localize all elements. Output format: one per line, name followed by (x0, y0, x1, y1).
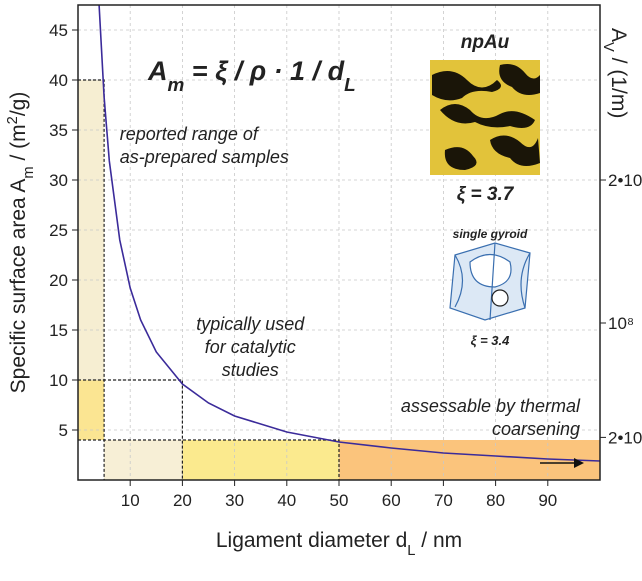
x-tick-label: 20 (173, 491, 192, 510)
y-tick-label: 40 (49, 71, 68, 90)
annotation-line: assessable by thermal (401, 396, 581, 416)
guide-line (78, 439, 340, 480)
inset-label: npAu (461, 32, 510, 53)
text-part: L (344, 75, 356, 96)
text-part: = ξ / ρ · 1 / d (184, 56, 344, 86)
guides (78, 79, 340, 480)
x-tick-label: 60 (382, 491, 401, 510)
text-part: / nm (415, 529, 462, 552)
x-tick-label: 40 (277, 491, 296, 510)
text-part: 2 (5, 116, 21, 124)
y2-tick-label: 10⁸ (608, 314, 634, 333)
curve (98, 5, 600, 462)
formula: Am = ξ / ρ · 1 / dL (147, 56, 356, 96)
text-part: L (407, 543, 415, 559)
arrow (540, 458, 584, 468)
series (98, 5, 600, 462)
annotation: reported range of as-prepared samples (120, 124, 289, 167)
annotation: assessable by thermal coarsening (401, 396, 581, 439)
y-tick-label: 5 (59, 421, 68, 440)
annotation-line: typically used (196, 314, 305, 334)
guide-line (78, 79, 105, 480)
annotation-line: reported range of (120, 124, 260, 144)
y2-axis-label: AV / (1/m) (600, 28, 630, 118)
texts: 10 20 30 40 50 60 70 80 90 5 10 15 20 25 30 35 40 45 2•10⁸… (5, 21, 642, 559)
text-part: m (168, 75, 185, 96)
x-tick-label: 90 (538, 491, 557, 510)
y-axis-label: Specific surface area Am / (m2/g) (5, 92, 37, 394)
y-tick-label: 45 (49, 21, 68, 40)
text-part: m (21, 166, 37, 178)
inset-label: single gyroid (453, 227, 528, 241)
annotation: typically used for catalytic studies (196, 314, 305, 380)
x-tick-label: 80 (486, 491, 505, 510)
text-part: / (1/m) (607, 52, 630, 119)
text-part: Ligament diameter d (216, 529, 407, 552)
x-tick-label: 30 (225, 491, 244, 510)
y-tick-label: 30 (49, 171, 68, 190)
gyroid-image (449, 242, 531, 321)
range (182, 440, 339, 480)
y-tick-label: 20 (49, 271, 68, 290)
x-tick-label: 50 (330, 491, 349, 510)
y-tick-label: 25 (49, 221, 68, 240)
inset-label: ξ = 3.7 (457, 184, 515, 205)
y2-tick-label: 2•10⁷ (608, 428, 642, 447)
plot-frame (77, 4, 601, 481)
text-part: A (147, 56, 168, 86)
npau-image (430, 60, 540, 175)
annotation-line: for catalytic (205, 337, 296, 357)
y-tick-label: 10 (49, 371, 68, 390)
text-part: V (600, 42, 616, 52)
annotation-line: coarsening (492, 419, 580, 439)
plot-background (78, 80, 600, 480)
inset-label: ξ = 3.4 (471, 333, 511, 348)
text-part: / (m (7, 124, 30, 166)
range (78, 380, 105, 440)
x-axis-label: Ligament diameter dL / nm (216, 529, 462, 559)
y-tick-label: 35 (49, 121, 68, 140)
annotation-line: as-prepared samples (120, 147, 289, 167)
annotation-line: studies (222, 360, 279, 380)
x-tick-label: 10 (121, 491, 140, 510)
text-part: /g) (7, 92, 30, 117)
y2-tick-label: 2•10⁸ (608, 171, 642, 190)
text-part: A (607, 28, 630, 42)
y-tick-label: 15 (49, 321, 68, 340)
guide-line (78, 379, 183, 480)
range (104, 440, 183, 480)
text-part: Specific surface area A (7, 179, 30, 394)
x-tick-label: 70 (434, 491, 453, 510)
